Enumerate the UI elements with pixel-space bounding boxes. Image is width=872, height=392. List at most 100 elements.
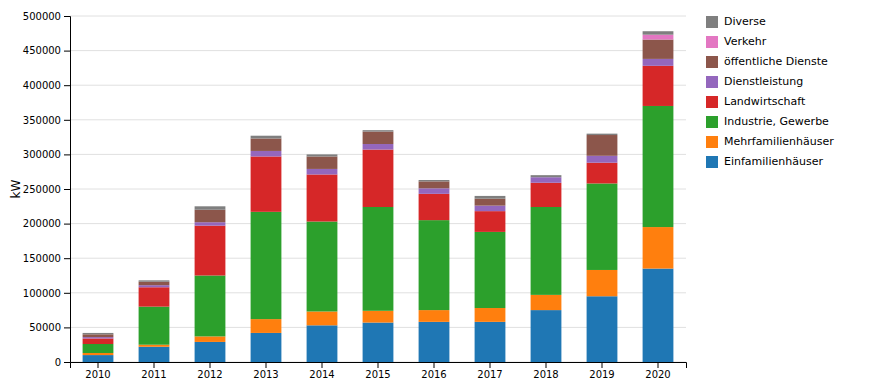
x-tick-mark xyxy=(378,362,379,368)
bar-segment xyxy=(251,333,282,362)
legend-item: Einfamilienhäuser xyxy=(706,155,823,168)
bar-segment xyxy=(587,270,618,296)
y-tick-label: 400000 xyxy=(23,80,61,91)
bar-segment xyxy=(251,319,282,333)
y-tick: 100000 xyxy=(23,288,70,299)
x-tick-mark xyxy=(266,362,267,368)
y-tick: 350000 xyxy=(23,115,70,126)
x-axis-line xyxy=(71,363,687,369)
bar-segment xyxy=(83,355,114,362)
bar-segment xyxy=(307,174,338,221)
y-tick-label: 150000 xyxy=(23,253,61,264)
bar-segment xyxy=(643,106,674,227)
y-tick-mark xyxy=(64,362,70,363)
legend-label: Verkehr xyxy=(724,35,767,48)
x-tick: 2011 xyxy=(141,362,166,380)
bar-segment xyxy=(363,323,394,362)
bar-segment xyxy=(475,232,506,308)
legend-swatch xyxy=(706,56,718,68)
legend-item: Verkehr xyxy=(706,35,767,48)
bar-segment xyxy=(83,333,114,334)
series xyxy=(83,40,674,338)
x-tick-mark xyxy=(322,362,323,368)
legend-item: Diverse xyxy=(706,15,766,28)
x-tick: 2018 xyxy=(533,362,558,380)
y-tick-mark xyxy=(64,258,70,259)
legend-label: Industrie, Gewerbe xyxy=(724,115,829,128)
legend-swatch xyxy=(706,76,718,88)
bar-segment xyxy=(419,194,450,220)
y-axis-line xyxy=(64,17,71,363)
x-tick: 2015 xyxy=(365,362,390,380)
legend-label: Dienstleistung xyxy=(724,75,803,88)
bar-segment xyxy=(195,222,226,225)
bar-segment xyxy=(83,344,114,353)
y-tick: 300000 xyxy=(23,149,70,160)
x-tick-label: 2019 xyxy=(589,369,614,380)
bar-segment xyxy=(531,183,562,207)
x-tick-mark xyxy=(98,362,99,368)
bar-segment xyxy=(139,282,170,285)
bar-segment xyxy=(587,183,618,269)
bar-segment xyxy=(195,342,226,362)
y-tick-mark xyxy=(64,293,70,294)
x-tick-label: 2018 xyxy=(533,369,558,380)
x-tick-mark xyxy=(154,362,155,368)
y-tick: 500000 xyxy=(23,11,70,22)
bar-segment xyxy=(83,334,114,335)
bar-segment xyxy=(419,322,450,362)
bar-segment xyxy=(195,226,226,276)
bar-segment xyxy=(251,212,282,319)
bar-segment xyxy=(363,131,394,132)
x-tick: 2019 xyxy=(589,362,614,380)
bar-segment xyxy=(643,269,674,362)
bar-segment xyxy=(363,311,394,323)
legend-swatch xyxy=(706,116,718,128)
bar-segment xyxy=(475,206,506,212)
x-tick: 2020 xyxy=(645,362,670,380)
bar-segment xyxy=(251,156,282,211)
bar-segment xyxy=(307,311,338,325)
bar-segment xyxy=(419,180,450,181)
bar-segment xyxy=(475,196,506,199)
y-tick-mark xyxy=(64,85,70,86)
y-tick-label: 500000 xyxy=(23,11,61,22)
x-tick: 2014 xyxy=(309,362,334,380)
x-tick-label: 2016 xyxy=(421,369,446,380)
bar-segment xyxy=(419,181,450,182)
grid-line xyxy=(70,16,686,17)
bar-segment xyxy=(531,175,562,177)
bar-segment xyxy=(139,280,170,281)
x-tick-mark xyxy=(434,362,435,368)
bar-segment xyxy=(587,135,618,156)
bar-segment xyxy=(531,177,562,183)
bar-segment xyxy=(363,130,394,131)
grid xyxy=(70,16,686,362)
bar-segment xyxy=(419,181,450,188)
bar-segment xyxy=(475,322,506,362)
y-tick: 0 xyxy=(55,357,70,368)
legend-label: Einfamilienhäuser xyxy=(724,155,823,168)
x-tick-label: 2010 xyxy=(85,369,110,380)
bar-segment xyxy=(307,154,338,156)
bar-segment xyxy=(531,310,562,362)
bar-segment xyxy=(307,325,338,362)
x-axis: 2010201120122013201420152016201720182019… xyxy=(71,362,687,380)
legend-swatch xyxy=(706,96,718,108)
bar-segment xyxy=(475,211,506,232)
bar-segment xyxy=(643,35,674,40)
y-tick-mark xyxy=(64,154,70,155)
grid-line xyxy=(70,50,686,51)
y-tick: 50000 xyxy=(29,322,70,333)
y-tick-label: 50000 xyxy=(29,322,61,333)
bar-segment xyxy=(195,210,226,222)
x-tick-label: 2015 xyxy=(365,369,390,380)
bar-segment xyxy=(195,206,226,209)
bar-segment xyxy=(587,156,618,163)
x-tick: 2013 xyxy=(253,362,278,380)
plot-area: 2010201120122013201420152016201720182019… xyxy=(23,11,687,380)
series xyxy=(643,35,674,40)
y-tick: 400000 xyxy=(23,80,70,91)
bar-segment xyxy=(83,337,114,338)
grid-line xyxy=(70,119,686,120)
